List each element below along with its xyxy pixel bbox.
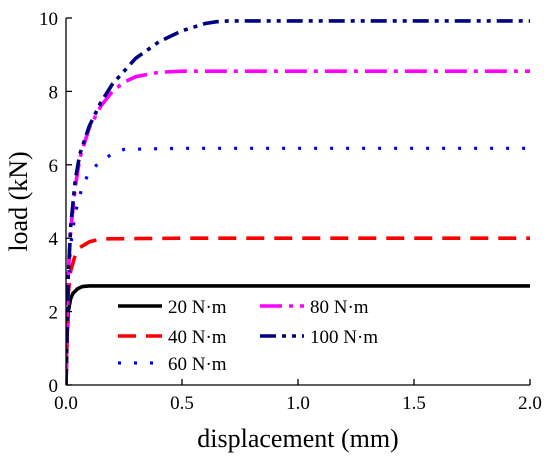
y-tick-label: 8 [49,82,59,103]
series-line-3 [66,146,530,386]
legend-label-3: 60 N·m [168,354,227,375]
x-tick-label: 1.5 [402,393,426,414]
legend-label-5: 100 N·m [310,327,378,348]
legend-label-4: 80 N·m [310,297,369,318]
y-tick-label: 6 [49,156,59,177]
y-tick-label: 2 [49,303,59,324]
x-tick-label: 0.5 [170,393,194,414]
y-tick-label: 0 [49,376,59,397]
x-tick-label: 0.0 [54,393,78,414]
legend: 20 N·m 40 N·m 60 N·m 80 N·m 100 N·m [118,297,378,375]
x-tick-label: 2.0 [518,393,542,414]
y-axis-label: load (kN) [4,151,33,251]
ticks-layer: 0.0 0.5 1.0 1.5 2.0 0 2 4 6 8 10 [39,9,542,414]
legend-label-1: 20 N·m [168,297,227,318]
series-layer [66,19,530,386]
axes-layer [65,18,530,386]
x-tick-label: 1.0 [286,393,310,414]
y-tick-label: 10 [39,9,58,30]
series-line-4 [66,69,530,386]
legend-label-2: 40 N·m [168,327,227,348]
x-axis-label: displacement (mm) [197,424,398,453]
y-tick-label: 4 [49,229,59,250]
series-line-5 [66,19,530,386]
